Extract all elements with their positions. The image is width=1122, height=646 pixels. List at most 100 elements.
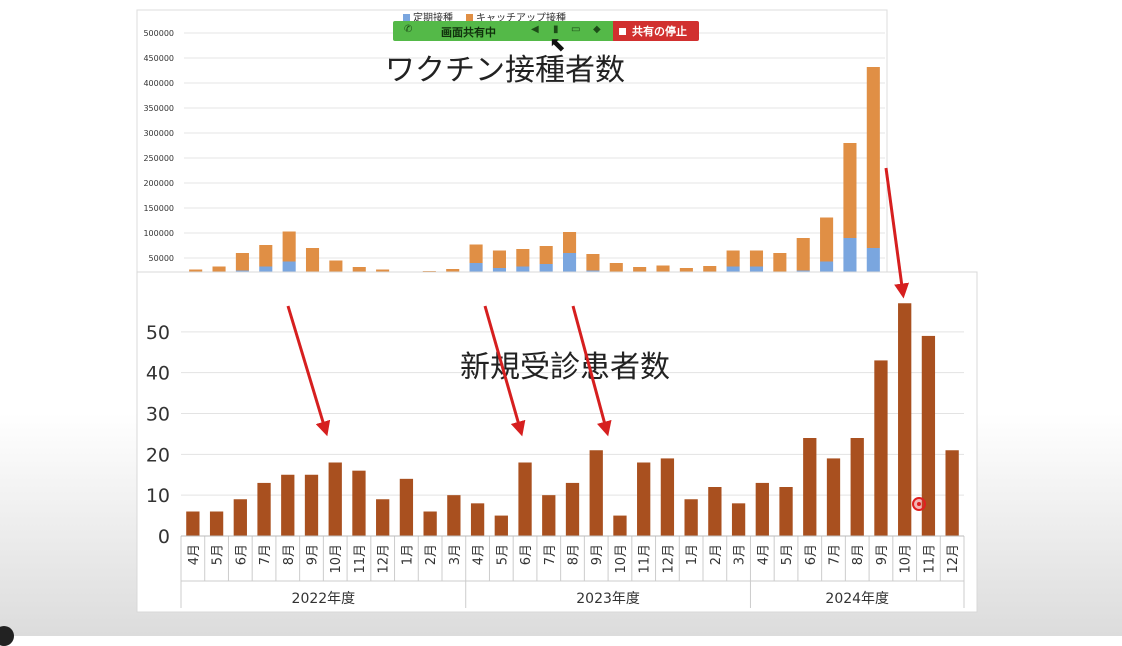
patients-bar xyxy=(399,478,414,536)
patients-x-tick-label: 4月 xyxy=(472,544,487,565)
patients-chart-title: 新規受診患者数 xyxy=(460,350,670,385)
patients-x-tick-label: 1月 xyxy=(400,544,415,565)
patients-bar xyxy=(874,360,888,536)
patients-x-tick-label: 3月 xyxy=(733,544,748,565)
vaccine-bar-catchup xyxy=(609,263,623,274)
patients-bar xyxy=(613,515,627,536)
shield-icon[interactable]: ◆ xyxy=(593,24,601,35)
patients-bar xyxy=(637,462,651,536)
vaccine-bar-catchup xyxy=(633,267,647,276)
pointer-highlight-icon xyxy=(912,497,926,511)
patients-bar xyxy=(233,499,247,536)
patients-x-tick-label: 12月 xyxy=(377,544,392,574)
red-annotation-arrow xyxy=(483,305,526,437)
patients-x-tick-label: 8月 xyxy=(851,544,866,565)
patients-bar xyxy=(518,462,532,536)
vaccine-y-tick-label: 500000 xyxy=(143,29,174,38)
vaccine-y-tick-label: 100000 xyxy=(143,229,174,238)
patients-bar xyxy=(660,458,675,536)
vaccine-y-tick-label: 200000 xyxy=(143,179,174,188)
patients-bar xyxy=(803,438,817,536)
vaccine-bar-catchup xyxy=(352,267,366,276)
patients-x-tick-label: 10月 xyxy=(329,544,344,574)
vaccine-bar-catchup xyxy=(843,143,857,238)
share-status-label: 画面共有中 xyxy=(441,26,496,39)
patients-bar xyxy=(423,511,437,536)
vaccine-y-tick-label: 150000 xyxy=(143,204,174,213)
speaker-icon[interactable]: ◀ xyxy=(531,24,539,35)
patients-x-tick-label: 7月 xyxy=(828,544,843,565)
patients-bar xyxy=(304,474,319,536)
patients-x-tick-label: 2月 xyxy=(709,544,724,565)
patients-bar xyxy=(186,511,200,536)
patients-bar xyxy=(328,462,342,536)
patients-bar xyxy=(684,499,698,536)
corner-dot-icon xyxy=(0,626,14,646)
patients-y-tick-label: 10 xyxy=(146,485,170,507)
patients-x-tick-label: 6月 xyxy=(234,544,249,565)
patients-x-tick-label: 11月 xyxy=(638,544,653,574)
vaccine-bar-catchup xyxy=(305,248,320,272)
vaccine-bar-catchup xyxy=(516,249,530,267)
patients-bar xyxy=(209,511,224,536)
patients-x-tick-label: 10月 xyxy=(899,544,914,574)
patients-x-tick-label: 1月 xyxy=(685,544,700,565)
vaccine-bar-catchup xyxy=(866,67,880,248)
patients-bar xyxy=(945,450,959,536)
vaccine-legend-swatch xyxy=(466,14,473,21)
vaccine-bar-catchup xyxy=(820,217,834,262)
patients-x-tick-label: 4月 xyxy=(187,544,202,565)
share-status-area: ✆ 画面共有中 ◀ ▮ ▭ ◆ xyxy=(393,21,613,41)
patients-bar xyxy=(494,515,508,536)
patients-y-tick-label: 20 xyxy=(146,444,170,466)
patients-y-tick-label: 50 xyxy=(146,322,170,344)
patients-bar xyxy=(850,438,864,536)
patients-x-tick-label: 5月 xyxy=(211,544,226,565)
mic-icon[interactable]: ▮ xyxy=(553,24,559,35)
vaccine-y-tick-label: 300000 xyxy=(143,129,174,138)
patients-x-tick-label: 6月 xyxy=(519,544,534,565)
patients-x-tick-label: 5月 xyxy=(495,544,510,565)
patients-x-tick-label: 4月 xyxy=(756,544,771,565)
vaccine-y-tick-label: 450000 xyxy=(143,54,174,63)
red-annotation-arrow xyxy=(571,305,612,437)
patients-x-tick-label: 11月 xyxy=(922,544,937,574)
vaccine-bar-catchup xyxy=(796,238,810,271)
patients-bar xyxy=(826,458,841,536)
red-annotation-arrow xyxy=(286,305,331,437)
vaccine-bar-catchup xyxy=(235,253,249,271)
patients-x-tick-label: 7月 xyxy=(258,544,273,565)
patients-bar xyxy=(589,450,603,536)
patients-group-label: 2024年度 xyxy=(825,591,889,607)
patients-bar xyxy=(731,503,746,536)
patients-x-tick-label: 5月 xyxy=(780,544,795,565)
vaccine-legend-label: 定期接種 xyxy=(413,11,453,24)
vaccine-bar-catchup xyxy=(563,232,577,253)
vaccine-bar-catchup xyxy=(586,254,600,271)
patients-y-tick-label: 40 xyxy=(146,363,170,385)
patients-x-tick-label: 10月 xyxy=(614,544,629,574)
vaccine-bar-catchup xyxy=(726,250,740,267)
vaccine-bar-catchup xyxy=(773,253,787,274)
mouse-cursor-icon: ⬉ xyxy=(549,32,566,56)
camera-icon[interactable]: ▭ xyxy=(571,24,581,35)
phone-icon[interactable]: ✆ xyxy=(404,24,413,35)
patients-group-label: 2023年度 xyxy=(576,591,640,607)
stop-icon xyxy=(619,27,626,35)
vaccine-bar-catchup xyxy=(492,250,506,268)
stop-share-button[interactable]: 共有の停止 xyxy=(613,21,699,41)
patients-x-tick-label: 3月 xyxy=(448,544,463,565)
patients-bar xyxy=(470,503,485,536)
vaccine-bar-catchup xyxy=(329,260,343,274)
vaccine-y-tick-label: 250000 xyxy=(143,154,174,163)
patients-x-tick-label: 9月 xyxy=(306,544,321,565)
patients-bar xyxy=(352,470,366,536)
vaccine-y-tick-label: 50000 xyxy=(149,254,174,263)
patients-bar xyxy=(565,482,580,536)
patients-bar xyxy=(755,482,769,536)
vaccine-bar-catchup xyxy=(259,245,273,267)
patients-chart-panel xyxy=(136,271,978,613)
patients-y-tick-label: 0 xyxy=(158,526,170,548)
vaccine-bar-catchup xyxy=(749,250,764,267)
vaccine-bar-catchup xyxy=(189,269,203,273)
